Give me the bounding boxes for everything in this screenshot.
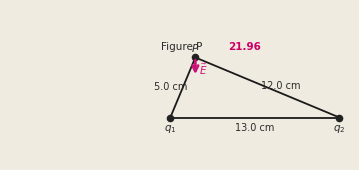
Text: $q_1$: $q_1$ (164, 123, 177, 135)
Text: 13.0 cm: 13.0 cm (235, 123, 275, 133)
Text: P: P (192, 44, 199, 54)
Point (337, 116, 342, 119)
Text: Figure P: Figure P (161, 42, 202, 52)
Text: $\vec{E}$: $\vec{E}$ (199, 61, 208, 77)
Text: 5.0 cm: 5.0 cm (154, 82, 188, 92)
Text: 12.0 cm: 12.0 cm (261, 81, 300, 91)
Text: 21.96: 21.96 (228, 42, 261, 52)
Text: $q_2$: $q_2$ (333, 123, 346, 135)
Point (192, 56, 198, 59)
Point (167, 116, 173, 119)
